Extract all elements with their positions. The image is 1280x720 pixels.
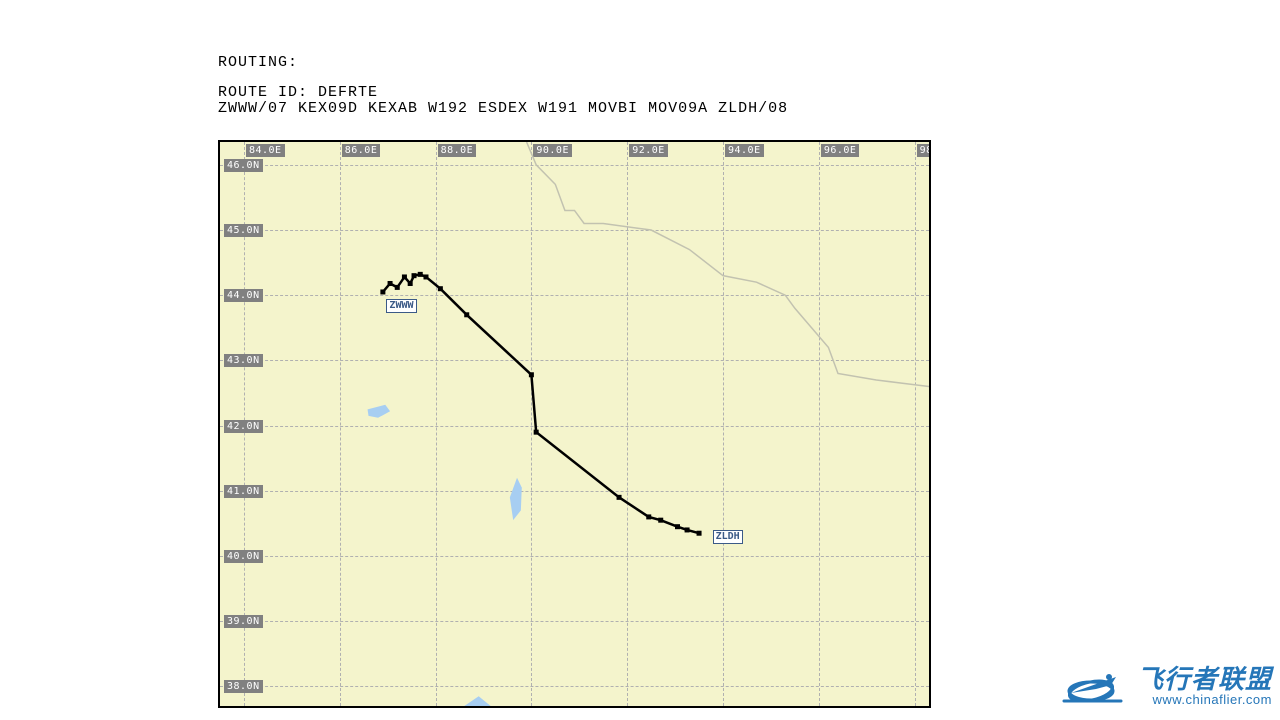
route-waypoint-marker [395,285,400,290]
route-line [383,274,699,533]
route-map: 84.0E86.0E88.0E90.0E92.0E94.0E96.0E98.38… [218,140,931,708]
route-waypoint-marker [423,274,428,279]
route-waypoint-marker [380,289,385,294]
map-svg [220,142,929,706]
watermark-url: www.chinaflier.com [1152,692,1272,707]
lake-shape [368,405,391,418]
globe-plane-icon [1061,659,1129,714]
route-string: ZWWW/07 KEX09D KEXAB W192 ESDEX W191 MOV… [218,100,788,117]
routing-title: ROUTING: [218,54,298,71]
route-waypoint-marker [418,272,423,277]
lake-shape [510,478,522,520]
route-waypoint-marker [402,274,407,279]
route-waypoint-marker [685,527,690,532]
route-waypoint-marker [388,281,393,286]
watermark: 飞行者联盟 www.chinaflier.com [1061,659,1272,714]
route-waypoint-marker [675,524,680,529]
route-waypoint-marker [697,531,702,536]
route-waypoint-marker [534,430,539,435]
route-waypoint-marker [658,518,663,523]
route-waypoint-marker [408,281,413,286]
route-waypoint-marker [464,312,469,317]
waypoint-label: ZWWW [386,299,416,313]
lake-shape [464,696,490,706]
route-waypoint-marker [646,514,651,519]
border-line [527,142,929,387]
route-waypoint-marker [617,495,622,500]
route-waypoint-marker [438,286,443,291]
watermark-title: 飞行者联盟 [1137,666,1272,692]
route-waypoint-marker [412,273,417,278]
route-id-line: ROUTE ID: DEFRTE [218,84,378,101]
route-waypoint-marker [529,372,534,377]
waypoint-label: ZLDH [713,530,743,544]
